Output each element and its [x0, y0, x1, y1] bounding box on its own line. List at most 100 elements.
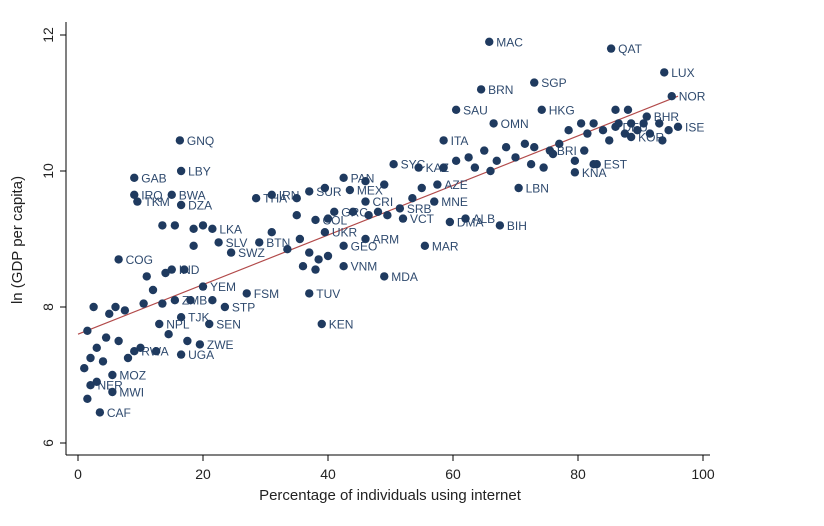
data-point-pt-87	[148, 285, 158, 295]
data-point-zwe	[195, 340, 205, 349]
data-point-pt-104	[305, 248, 314, 257]
data-label-aze: AZE	[444, 178, 467, 192]
data-label-bwa: BWA	[179, 188, 206, 202]
data-point-pt-129	[511, 153, 520, 162]
data-label-ita: ITA	[451, 134, 469, 148]
data-point-lka	[208, 224, 217, 233]
data-point-grc	[330, 207, 339, 216]
x-tick-label-20: 20	[195, 466, 211, 482]
data-point-cri	[361, 197, 370, 206]
data-point-nor	[667, 92, 676, 101]
data-label-cri: CRI	[373, 195, 394, 209]
data-point-pt-81	[123, 353, 133, 363]
data-point-pt-123	[464, 153, 473, 162]
data-label-tuv: TUV	[316, 287, 340, 301]
data-point-pt-124	[470, 163, 480, 172]
data-point-pt-155	[589, 160, 598, 169]
data-point-mex	[345, 185, 355, 195]
data-point-pt-76	[114, 336, 123, 346]
data-point-pt-132	[530, 143, 539, 152]
x-tick-label-80: 80	[570, 466, 586, 482]
data-label-srb: SRB	[407, 202, 432, 216]
data-point-pt-78	[80, 364, 89, 373]
data-label-moz: MOZ	[119, 369, 146, 383]
data-point-pt-95	[183, 336, 192, 346]
data-point-pt-135	[555, 139, 564, 148]
data-point-pt-147	[645, 129, 655, 138]
data-point-pt-152	[570, 156, 580, 165]
data-point-dza	[176, 200, 186, 210]
data-point-mac	[485, 37, 494, 46]
data-label-mne: MNE	[441, 195, 468, 209]
data-point-ken	[317, 319, 326, 329]
data-label-geo: GEO	[351, 239, 378, 253]
data-point-tjk	[176, 313, 186, 322]
data-point-sur	[305, 187, 314, 196]
data-point-pt-107	[311, 265, 320, 274]
data-point-pt-125	[480, 146, 489, 155]
data-label-sen: SEN	[216, 318, 241, 332]
data-point-sgp	[530, 78, 539, 87]
data-point-npl	[155, 319, 164, 329]
data-point-dma	[445, 217, 455, 227]
data-label-bri: BRI	[557, 144, 577, 158]
data-point-zmb	[170, 296, 180, 305]
data-point-pt-150	[658, 136, 667, 145]
data-point-pt-145	[633, 126, 642, 135]
data-point-pt-146	[639, 119, 648, 128]
data-point-pt-109	[292, 211, 301, 220]
data-point-pt-77	[92, 343, 101, 352]
data-label-gab: GAB	[141, 171, 166, 185]
data-point-pt-131	[526, 160, 536, 169]
data-point-ita	[439, 136, 448, 145]
data-point-pt-149	[664, 126, 673, 135]
data-label-dza: DZA	[188, 199, 212, 213]
y-tick-label-12: 12	[40, 27, 56, 43]
data-label-alb: ALB	[473, 212, 496, 226]
data-label-fsm: FSM	[254, 287, 279, 301]
data-point-pt-89	[180, 265, 189, 274]
data-point-slv	[214, 238, 223, 247]
data-point-pt-128	[501, 143, 511, 152]
x-tick-label-100: 100	[691, 466, 715, 482]
data-point-pt-84	[92, 377, 101, 386]
data-point-lbn	[514, 183, 523, 193]
data-point-irq	[130, 190, 139, 199]
data-point-bih	[495, 221, 505, 230]
data-point-pt-99	[158, 221, 167, 230]
x-tick-label-40: 40	[320, 466, 336, 482]
data-point-ise	[673, 122, 683, 131]
data-point-pt-118	[361, 177, 370, 186]
data-point-yem	[198, 282, 208, 291]
data-point-pan	[339, 173, 348, 182]
data-point-pt-137	[576, 119, 586, 128]
data-label-brn: BRN	[488, 83, 513, 97]
data-point-pt-138	[583, 129, 592, 138]
data-label-tjk: TJK	[188, 311, 209, 325]
data-point-pt-117	[380, 180, 389, 189]
data-label-ner: NER	[98, 379, 124, 393]
data-point-pt-115	[408, 194, 417, 203]
data-point-mda	[380, 272, 389, 281]
data-label-cog: COG	[126, 253, 153, 267]
data-point-sen	[205, 319, 214, 329]
data-label-npl: NPL	[166, 318, 190, 332]
data-label-zwe: ZWE	[207, 338, 234, 352]
data-point-tuv	[305, 289, 314, 298]
data-point-kaz	[414, 163, 423, 172]
data-label-lby: LBY	[188, 165, 211, 179]
data-point-gnq	[175, 136, 185, 145]
data-point-pt-75	[101, 333, 111, 342]
data-point-qat	[606, 44, 616, 53]
data-point-pt-142	[614, 119, 623, 128]
data-point-tha	[251, 194, 261, 203]
data-point-pt-85	[83, 394, 92, 403]
data-point-pt-98	[198, 221, 208, 230]
data-label-vnm: VNM	[351, 260, 378, 274]
data-point-pt-140	[598, 126, 608, 135]
data-point-pt-113	[373, 207, 383, 216]
data-point-pt-153	[611, 105, 620, 115]
data-point-pt-127	[492, 156, 501, 165]
data-point-pt-79	[86, 353, 95, 363]
